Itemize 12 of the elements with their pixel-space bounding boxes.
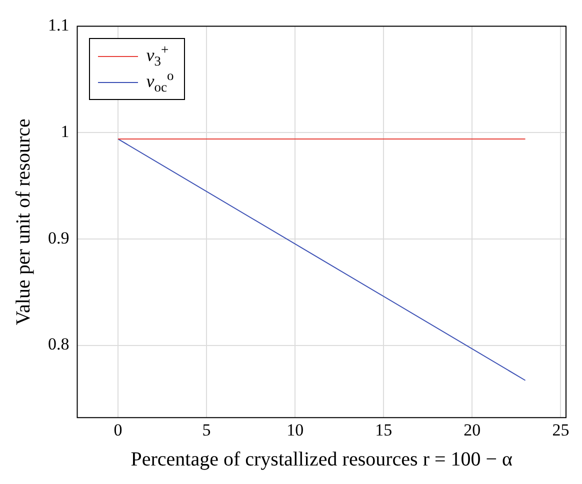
x-tick-label: 10 bbox=[286, 420, 304, 440]
x-tick-label: 15 bbox=[375, 420, 392, 440]
y-tick-label: 1.1 bbox=[48, 16, 70, 35]
y-tick-label: 0.9 bbox=[48, 228, 70, 248]
x-tick-label: 25 bbox=[552, 420, 570, 440]
x-tick-label: 0 bbox=[114, 420, 122, 440]
y-axis-title: Value per unit of resource bbox=[12, 118, 34, 326]
y-tick-label: 0.8 bbox=[48, 334, 70, 354]
x-tick-label: 5 bbox=[202, 420, 211, 440]
x-axis-title: Percentage of crystallized resources r = 100 − α bbox=[130, 448, 514, 470]
x-tick-label: 20 bbox=[464, 420, 481, 440]
y-tick-label: 1 bbox=[60, 122, 70, 142]
